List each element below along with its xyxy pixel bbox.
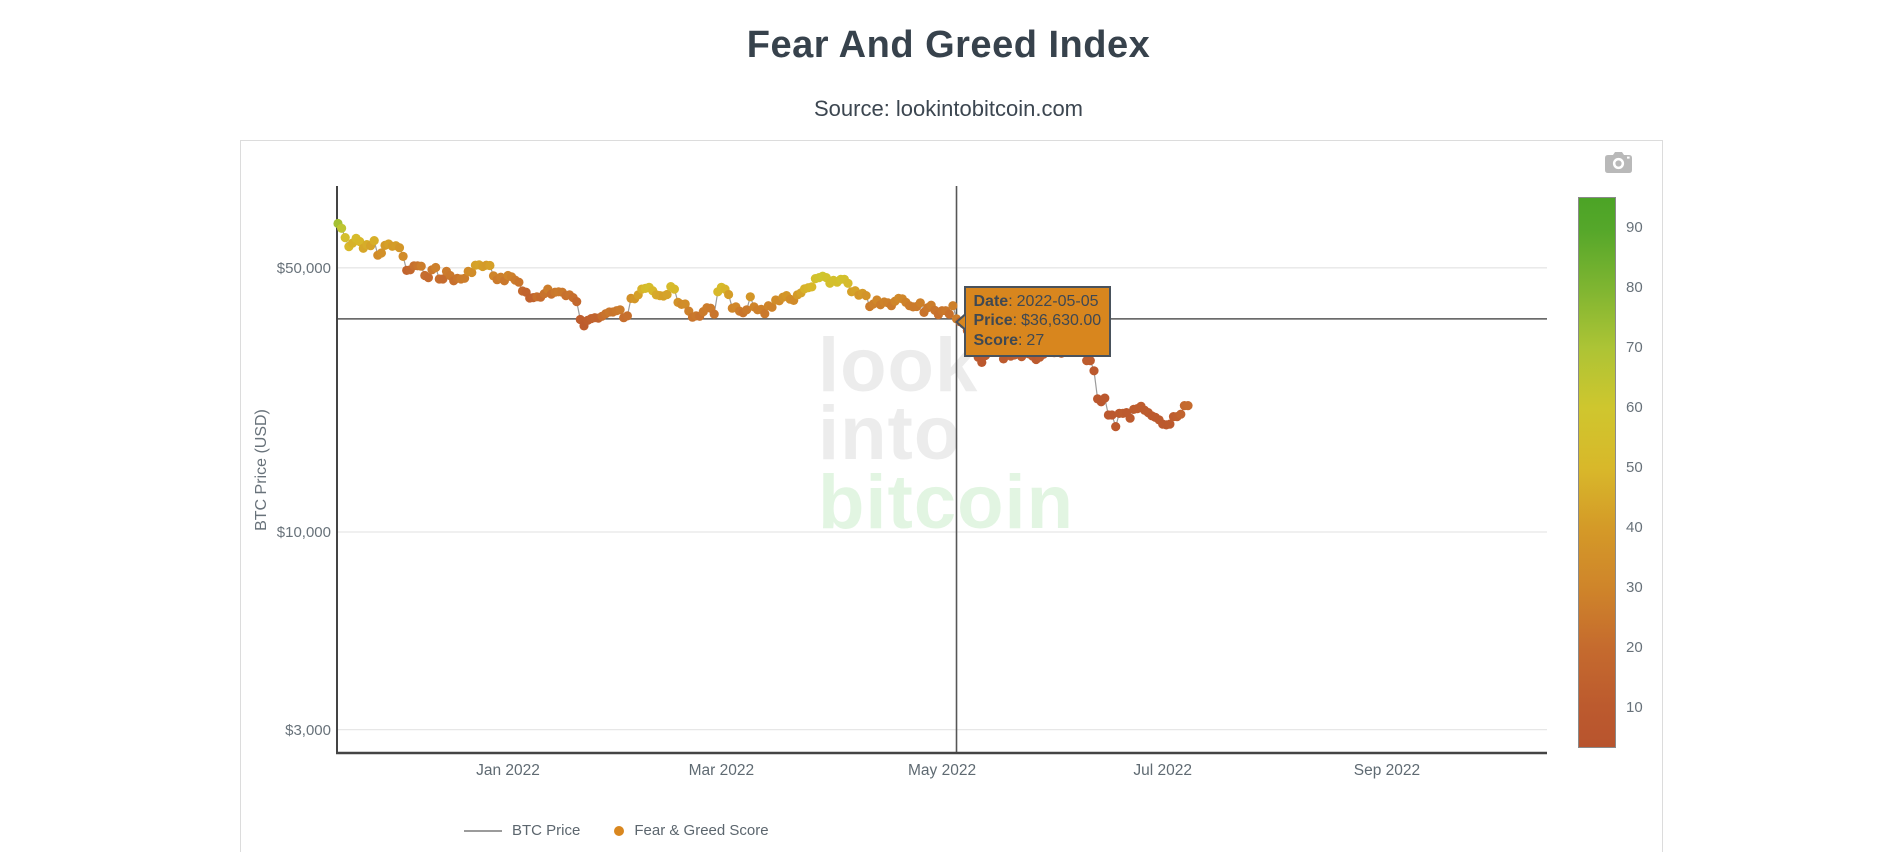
fear-greed-point[interactable] — [423, 273, 433, 283]
fear-greed-point[interactable] — [944, 309, 954, 319]
fear-greed-point[interactable] — [1089, 366, 1099, 376]
fear-greed-point[interactable] — [1111, 422, 1121, 432]
fear-greed-point[interactable] — [1085, 356, 1095, 366]
colorbar-tick-label: 60 — [1626, 399, 1643, 417]
page-subtitle: Source: lookintobitcoin.com — [813, 96, 1084, 121]
fear-greed-point[interactable] — [745, 292, 755, 302]
y-tick-label: $50,000 — [276, 259, 331, 277]
y-tick-label: $10,000 — [276, 524, 331, 541]
fear-greed-point[interactable] — [680, 299, 690, 309]
watermark-into: into — [818, 391, 962, 477]
fear-greed-point[interactable] — [416, 261, 426, 271]
fear-greed-point[interactable] — [662, 289, 672, 300]
legend-item-btc-price[interactable]: BTC Price — [464, 822, 580, 839]
fear-greed-point[interactable] — [355, 236, 365, 247]
fear-greed-point[interactable] — [337, 223, 347, 233]
tooltip-arrow-fill — [957, 315, 965, 328]
x-tick-label: May 2022 — [907, 762, 977, 779]
fear-greed-point[interactable] — [467, 267, 477, 278]
legend-item-fear-greed-score[interactable]: Fear & Greed Score — [614, 822, 769, 839]
fear-greed-point[interactable] — [669, 284, 680, 294]
fear-greed-point[interactable] — [1107, 410, 1117, 420]
page-title: Fear And Greed Index — [746, 24, 1151, 66]
download-png-button[interactable] — [1600, 150, 1636, 178]
fear-greed-point[interactable] — [807, 282, 817, 292]
colorbar-tick-label: 80 — [1626, 279, 1643, 297]
watermark-bitcoin: bitcoin — [818, 459, 1075, 545]
colorbar-tick-label: 40 — [1626, 518, 1643, 536]
fear-greed-point[interactable] — [1165, 419, 1175, 429]
fear-greed-point[interactable] — [709, 309, 719, 319]
colorbar-tick-label: 70 — [1626, 339, 1643, 357]
fear-greed-point[interactable] — [398, 251, 408, 261]
fear-greed-point[interactable] — [760, 309, 770, 319]
fear-greed-point[interactable] — [572, 297, 582, 307]
colorbar-tick-label: 90 — [1626, 219, 1643, 237]
tooltip-score-row: Score: 27 — [973, 331, 1045, 349]
fear-greed-point[interactable] — [915, 298, 925, 308]
fear-greed-point[interactable] — [431, 262, 441, 273]
colorbar-tick-label: 10 — [1626, 698, 1643, 716]
fear-greed-point[interactable] — [767, 302, 777, 312]
colorbar-tick-label: 20 — [1626, 638, 1643, 656]
legend-dot-swatch — [614, 825, 625, 836]
y-axis-title: BTC Price (USD) — [253, 409, 270, 531]
x-tick-label: Jan 2022 — [476, 762, 540, 779]
score-colorbar — [1578, 197, 1616, 748]
legend-line-swatch — [464, 829, 502, 832]
fear-greed-point[interactable] — [948, 301, 958, 311]
colorbar-tick-label: 30 — [1626, 578, 1643, 596]
fear-greed-point[interactable] — [460, 273, 470, 283]
tooltip-date-row: Date: 2022-05-05 — [973, 292, 1099, 310]
camera-icon — [1604, 152, 1632, 173]
x-tick-label: Mar 2022 — [688, 762, 755, 779]
fear-greed-point[interactable] — [615, 305, 625, 315]
fear-greed-point[interactable] — [514, 277, 524, 287]
fear-greed-point[interactable] — [376, 248, 386, 258]
fear-greed-point[interactable] — [1100, 393, 1110, 403]
fear-greed-point[interactable] — [622, 311, 633, 321]
fear-greed-point[interactable] — [843, 278, 853, 288]
fear-greed-point[interactable] — [1176, 409, 1186, 419]
fear-greed-point[interactable] — [394, 243, 405, 253]
legend-label-fear-greed-score: Fear & Greed Score — [634, 822, 769, 839]
y-tick-label: $3,000 — [285, 721, 331, 739]
fear-greed-point[interactable] — [369, 236, 379, 246]
x-tick-label: Jul 2022 — [1133, 762, 1192, 779]
fear-greed-point[interactable] — [977, 357, 987, 367]
chart-card — [240, 140, 1663, 852]
fear-greed-point[interactable] — [861, 291, 871, 301]
fear-greed-point[interactable] — [438, 274, 448, 284]
watermark-look: look — [818, 323, 979, 408]
fear-greed-point[interactable] — [485, 260, 495, 271]
legend: BTC Price Fear & Greed Score — [464, 822, 769, 839]
fear-greed-point[interactable] — [1183, 401, 1193, 411]
fear-greed-point[interactable] — [742, 305, 752, 315]
fear-greed-point[interactable] — [340, 233, 350, 243]
colorbar-tick-label: 50 — [1626, 459, 1643, 476]
tooltip-price-row: Price: $36,630.00 — [973, 312, 1102, 330]
legend-label-btc-price: BTC Price — [512, 822, 581, 839]
fear-greed-point[interactable] — [724, 289, 734, 300]
x-tick-label: Sep 2022 — [1353, 762, 1421, 779]
fear-greed-point[interactable] — [1125, 413, 1135, 423]
hover-tooltip: Date: 2022-05-05 Price: $36,630.00 Score: 2… — [954, 285, 1112, 358]
watermark: look into bitcoin — [818, 323, 1075, 545]
